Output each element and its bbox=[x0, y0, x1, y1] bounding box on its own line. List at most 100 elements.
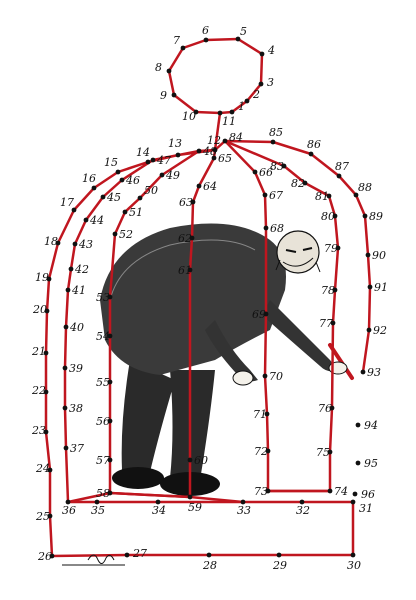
dot-marker bbox=[55, 240, 61, 246]
dot-number-label: 1 bbox=[238, 100, 245, 113]
dot-61: 61 bbox=[178, 264, 193, 277]
dot-marker bbox=[115, 169, 121, 175]
dot-number-label: 29 bbox=[272, 559, 287, 572]
dot-marker bbox=[43, 350, 49, 356]
dot-marker bbox=[107, 457, 113, 463]
dot-34: 34 bbox=[152, 499, 166, 517]
dot-number-label: 25 bbox=[35, 510, 50, 523]
dot-25: 25 bbox=[35, 510, 53, 523]
dot-number-label: 66 bbox=[259, 166, 273, 179]
dot-marker bbox=[107, 333, 113, 339]
dot-number-label: 67 bbox=[269, 189, 283, 202]
dot-number-label: 92 bbox=[373, 324, 387, 337]
dot-number-label: 77 bbox=[319, 317, 333, 330]
dot-83: 83 bbox=[270, 160, 287, 173]
dot-74: 74 bbox=[327, 485, 348, 498]
dot-number-label: 71 bbox=[253, 408, 267, 421]
dot-marker bbox=[155, 499, 161, 505]
dot-number-label: 32 bbox=[296, 504, 310, 517]
dot-number-label: 46 bbox=[125, 174, 140, 187]
dot-number-label: 57 bbox=[96, 454, 110, 467]
dot-marker bbox=[222, 138, 228, 144]
dot-number-label: 53 bbox=[96, 291, 110, 304]
dot-85: 85 bbox=[269, 126, 283, 145]
dot-95: 95 bbox=[355, 457, 378, 470]
dot-marker bbox=[180, 45, 186, 51]
dot-marker bbox=[235, 36, 241, 42]
bent-over-man-illustration bbox=[100, 223, 354, 496]
dot-30: 30 bbox=[347, 552, 361, 572]
dot-71: 71 bbox=[253, 408, 270, 421]
dot-number-label: 47 bbox=[156, 154, 171, 167]
dot-marker bbox=[122, 209, 128, 215]
dot-67: 67 bbox=[262, 189, 283, 202]
dot-49: 49 bbox=[159, 169, 180, 182]
dot-number-label: 86 bbox=[307, 138, 321, 151]
red-line-segment-2 bbox=[44, 148, 355, 558]
dot-marker bbox=[63, 324, 69, 330]
dot-37: 37 bbox=[63, 442, 84, 455]
dot-33: 33 bbox=[237, 499, 251, 517]
dot-marker bbox=[332, 213, 338, 219]
dot-number-label: 23 bbox=[31, 424, 46, 437]
dot-60: 60 bbox=[187, 454, 208, 467]
dot-number-label: 89 bbox=[369, 210, 383, 223]
dot-79: 79 bbox=[324, 242, 341, 255]
dot-68: 68 bbox=[263, 222, 284, 235]
dot-number-label: 36 bbox=[62, 504, 76, 517]
dot-marker bbox=[367, 284, 373, 290]
dot-number-label: 45 bbox=[106, 191, 121, 204]
dot-20: 20 bbox=[32, 303, 50, 316]
dot-marker bbox=[362, 213, 368, 219]
dot-72: 72 bbox=[254, 445, 271, 458]
dot-marker bbox=[43, 429, 49, 435]
dot-47: 47 bbox=[150, 154, 171, 167]
dot-marker bbox=[49, 553, 55, 559]
red-line-segment-5 bbox=[224, 139, 372, 373]
dot-marker bbox=[100, 194, 106, 200]
dot-marker bbox=[217, 110, 223, 116]
dot-marker bbox=[190, 199, 196, 205]
dot-14: 14 bbox=[136, 146, 151, 165]
dot-number-label: 24 bbox=[35, 462, 50, 475]
dot-marker bbox=[350, 552, 356, 558]
dot-marker bbox=[44, 308, 50, 314]
dot-marker bbox=[94, 499, 100, 505]
dot-marker bbox=[171, 92, 177, 98]
dot-marker bbox=[62, 365, 68, 371]
dot-marker bbox=[332, 287, 338, 293]
dot-number-label: 87 bbox=[335, 160, 349, 173]
dot-marker bbox=[65, 499, 71, 505]
dot-number-label: 20 bbox=[32, 303, 47, 316]
dot-44: 44 bbox=[83, 214, 104, 227]
dot-number-label: 43 bbox=[78, 238, 93, 251]
dot-marker bbox=[211, 155, 217, 161]
dot-number-label: 21 bbox=[31, 345, 46, 358]
dot-number-label: 91 bbox=[374, 281, 388, 294]
artist-signature bbox=[62, 554, 125, 566]
dot-number-label: 50 bbox=[144, 184, 158, 197]
dot-86: 86 bbox=[307, 138, 321, 157]
dot-marker bbox=[107, 379, 113, 385]
dot-marker bbox=[365, 252, 371, 258]
dot-number-label: 33 bbox=[237, 504, 251, 517]
dot-13: 13 bbox=[168, 137, 182, 158]
dot-number-label: 76 bbox=[318, 402, 332, 415]
dot-65: 65 bbox=[211, 152, 232, 165]
dot-marker bbox=[308, 151, 314, 157]
dot-2: 2 bbox=[244, 88, 260, 104]
red-line-segment-1 bbox=[213, 112, 222, 151]
dot-marker bbox=[262, 192, 268, 198]
dot-marker bbox=[62, 405, 68, 411]
dot-marker bbox=[71, 207, 77, 213]
dot-number-label: 51 bbox=[129, 206, 143, 219]
dot-77: 77 bbox=[319, 317, 336, 330]
dot-57: 57 bbox=[96, 454, 113, 467]
dot-marker bbox=[65, 287, 71, 293]
dot-marker bbox=[196, 183, 202, 189]
dot-number-label: 59 bbox=[188, 501, 202, 514]
dot-number-label: 90 bbox=[372, 249, 386, 262]
dot-55: 55 bbox=[96, 376, 113, 389]
dot-87: 87 bbox=[335, 160, 349, 179]
dot-29: 29 bbox=[272, 552, 287, 572]
